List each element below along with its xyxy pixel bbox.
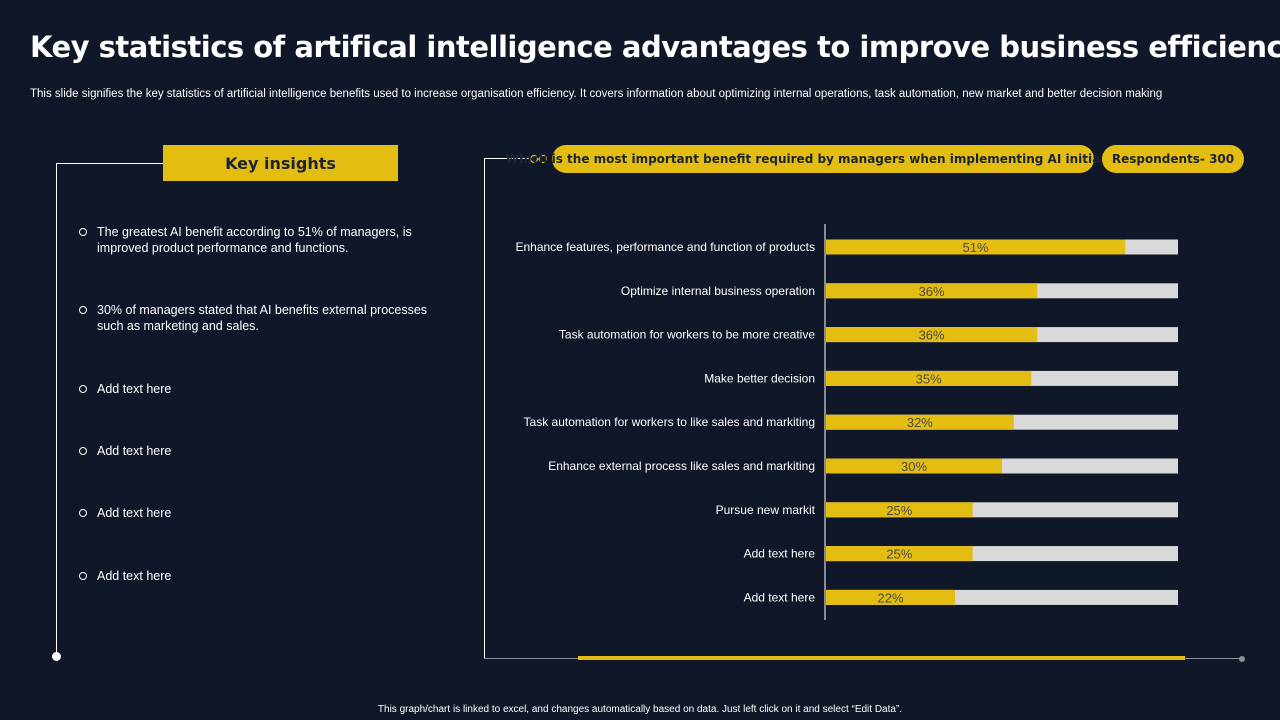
bullet-icon (79, 228, 87, 236)
category-label: Enhance features, performance and functi… (515, 240, 815, 254)
category-label: Enhance external process like sales and … (548, 459, 815, 473)
bar (826, 414, 1014, 430)
chart-question: Which is the most important benefit requ… (506, 145, 1140, 173)
category-label: Add text here (744, 547, 816, 561)
bar-value-label: 30% (901, 459, 927, 474)
respondents-badge: Respondents- 300 (1102, 145, 1244, 173)
category-label: Task automation for workers to be more c… (559, 328, 815, 342)
insight-text: Add text here (97, 444, 172, 458)
insight-item: The greatest AI benefit according to 51%… (79, 224, 439, 256)
insight-text: Add text here (97, 506, 172, 520)
insight-text: The greatest AI benefit according to 51%… (97, 225, 412, 255)
bar-value-label: 32% (907, 415, 933, 430)
bar (826, 239, 1126, 255)
right-accent-bar (578, 656, 1185, 660)
insight-item: Add text here (79, 505, 439, 521)
insight-text: Add text here (97, 382, 172, 396)
bullet-icon (79, 385, 87, 393)
insight-text: Add text here (97, 569, 172, 583)
bullet-icon (79, 572, 87, 580)
bar-value-label: 36% (919, 284, 945, 299)
bar-value-label: 51% (963, 240, 989, 255)
bar-chart: 51% Enhance features, performance and fun… (515, 224, 1178, 620)
bar (826, 327, 1038, 343)
bar-value-label: 36% (919, 328, 945, 343)
left-frame-connector (56, 163, 164, 164)
right-frame-connector (484, 158, 530, 159)
category-label: Make better decision (704, 371, 815, 385)
right-frame-dot (1239, 656, 1245, 662)
insight-item: Add text here (79, 443, 439, 459)
footer-note: This graph/chart is linked to excel, and… (377, 704, 903, 715)
category-label: Pursue new markit (716, 503, 816, 517)
page-subtitle: This slide signifies the key statistics … (30, 88, 1163, 100)
category-label: Add text here (744, 590, 816, 604)
insight-text: 30% of managers stated that AI benefits … (97, 303, 428, 333)
category-label: Optimize internal business operation (621, 284, 815, 298)
bar (826, 502, 973, 518)
key-insights-heading: Key insights (163, 145, 398, 181)
bullet-icon (79, 447, 87, 455)
insight-item: Add text here (79, 381, 439, 397)
bar-value-label: 22% (878, 590, 904, 605)
bar-value-label: 25% (886, 503, 912, 518)
insight-item: 30% of managers stated that AI benefits … (79, 302, 439, 334)
bar-value-label: 25% (886, 547, 912, 562)
page-title: Key statistics of artifical intelligence… (30, 30, 1280, 64)
right-frame-line (484, 158, 485, 659)
insight-item: Add text here (79, 568, 439, 584)
bar-value-label: 35% (916, 371, 942, 386)
bullet-icon (79, 306, 87, 314)
bullet-icon (79, 509, 87, 517)
bar (826, 458, 1002, 474)
category-label: Task automation for workers to like sale… (524, 415, 815, 429)
link-icon (529, 154, 548, 164)
bar (826, 370, 1032, 386)
bar (826, 589, 956, 605)
bar (826, 546, 973, 562)
left-frame-dot (52, 652, 61, 661)
bar (826, 283, 1038, 299)
left-frame-line (56, 163, 57, 657)
